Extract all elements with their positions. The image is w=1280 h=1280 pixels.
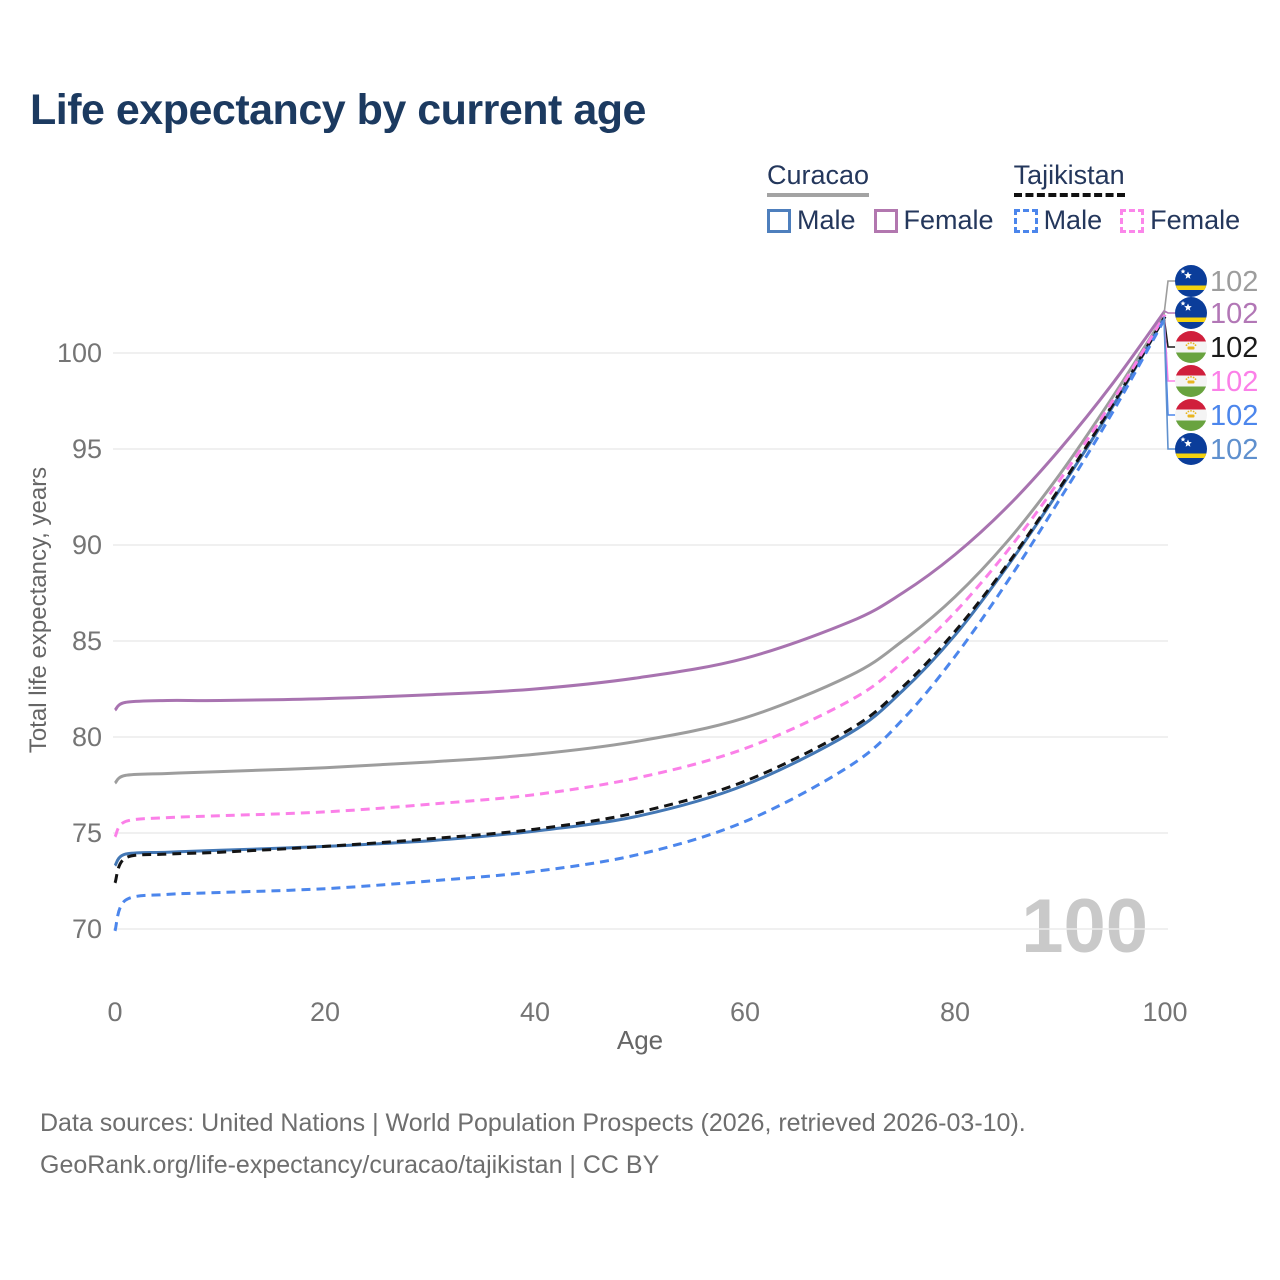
footer-data-sources: Data sources: United Nations | World Pop…	[40, 1109, 1026, 1137]
y-tick-label: 100	[57, 338, 102, 368]
footer-attribution: GeoRank.org/life-expectancy/curacao/taji…	[40, 1151, 660, 1179]
y-tick-label: 90	[72, 530, 102, 560]
legend-country-tajikistan[interactable]: Tajikistan	[1013, 160, 1125, 197]
legend-row-tajikistan: Male Female	[1013, 205, 1240, 236]
y-tick-label: 85	[72, 626, 102, 656]
end-value-label: 102	[1210, 434, 1258, 466]
x-tick-label: 0	[107, 997, 122, 1027]
axis-watermark: 100	[1021, 884, 1148, 969]
series-line-curacao-male[interactable]	[113, 315, 1167, 867]
series-line-curacao-female[interactable]	[113, 309, 1167, 712]
legend: Curacao Male Female Tajikistan Male	[767, 160, 1240, 236]
legend-row-curacao: Male Female	[767, 205, 994, 236]
end-value-label: 102	[1210, 400, 1258, 432]
legend-label-curacao-female: Female	[903, 205, 994, 235]
legend-item-curacao-female[interactable]: Female	[873, 205, 994, 236]
tajikistan-flag-icon[interactable]	[1175, 365, 1207, 397]
series-line-tajikistan-female[interactable]	[113, 313, 1167, 838]
x-axis-tick-labels: 0 20 40 60 80 100	[107, 997, 1187, 1027]
page-title: Life expectancy by current age	[30, 86, 646, 134]
y-tick-label: 70	[72, 914, 102, 944]
x-tick-label: 20	[310, 997, 340, 1027]
x-tick-label: 100	[1142, 997, 1187, 1027]
end-label-connector	[1163, 316, 1176, 450]
x-axis-title: Age	[617, 1025, 663, 1055]
series-line-tajikistan[interactable]	[113, 315, 1167, 884]
legend-label-curacao-male: Male	[797, 205, 856, 235]
series-lines	[113, 309, 1167, 932]
curacao-flag-icon[interactable]	[1175, 433, 1207, 465]
gridlines	[113, 352, 1168, 930]
y-tick-label: 75	[72, 818, 102, 848]
end-value-label: 102	[1210, 332, 1258, 364]
legend-item-tajikistan-male[interactable]: Male	[1013, 205, 1103, 236]
y-tick-label: 80	[72, 722, 102, 752]
legend-item-curacao-male[interactable]: Male	[767, 205, 856, 236]
y-axis-title: Total life expectancy, years	[25, 467, 52, 753]
legend-label-tajikistan-male: Male	[1043, 205, 1103, 235]
tajikistan-female-swatch-icon	[1120, 208, 1145, 233]
curacao-female-swatch-icon	[873, 208, 898, 233]
end-value-label: 102	[1210, 266, 1258, 298]
end-value-label: 102	[1210, 298, 1258, 330]
series-line-curacao[interactable]	[113, 313, 1167, 785]
legend-group-curacao: Curacao Male Female	[767, 160, 994, 236]
tajikistan-male-swatch-icon	[1013, 208, 1038, 233]
y-tick-label: 95	[72, 434, 102, 464]
end-label-connector	[1163, 310, 1176, 314]
series-line-tajikistan-male[interactable]	[113, 317, 1167, 932]
legend-country-curacao[interactable]: Curacao	[767, 160, 870, 197]
x-tick-label: 60	[730, 997, 760, 1027]
legend-label-tajikistan-female: Female	[1150, 205, 1241, 235]
footer: Data sources: United Nations | World Pop…	[40, 1102, 1026, 1186]
x-tick-label: 80	[940, 997, 970, 1027]
end-label-connector	[1163, 280, 1176, 315]
y-axis-tick-labels: 70 75 80 85 90 95 100	[57, 338, 102, 944]
legend-item-tajikistan-female[interactable]: Female	[1120, 205, 1240, 236]
curacao-flag-icon[interactable]	[1175, 297, 1207, 329]
legend-group-tajikistan: Tajikistan Male Female	[1013, 160, 1240, 236]
curacao-male-swatch-icon	[767, 208, 791, 233]
x-tick-label: 40	[520, 997, 550, 1027]
tajikistan-flag-icon[interactable]	[1175, 331, 1207, 363]
end-value-label: 102	[1210, 366, 1258, 398]
tajikistan-flag-icon[interactable]	[1175, 399, 1207, 431]
curacao-flag-icon[interactable]	[1175, 265, 1207, 297]
